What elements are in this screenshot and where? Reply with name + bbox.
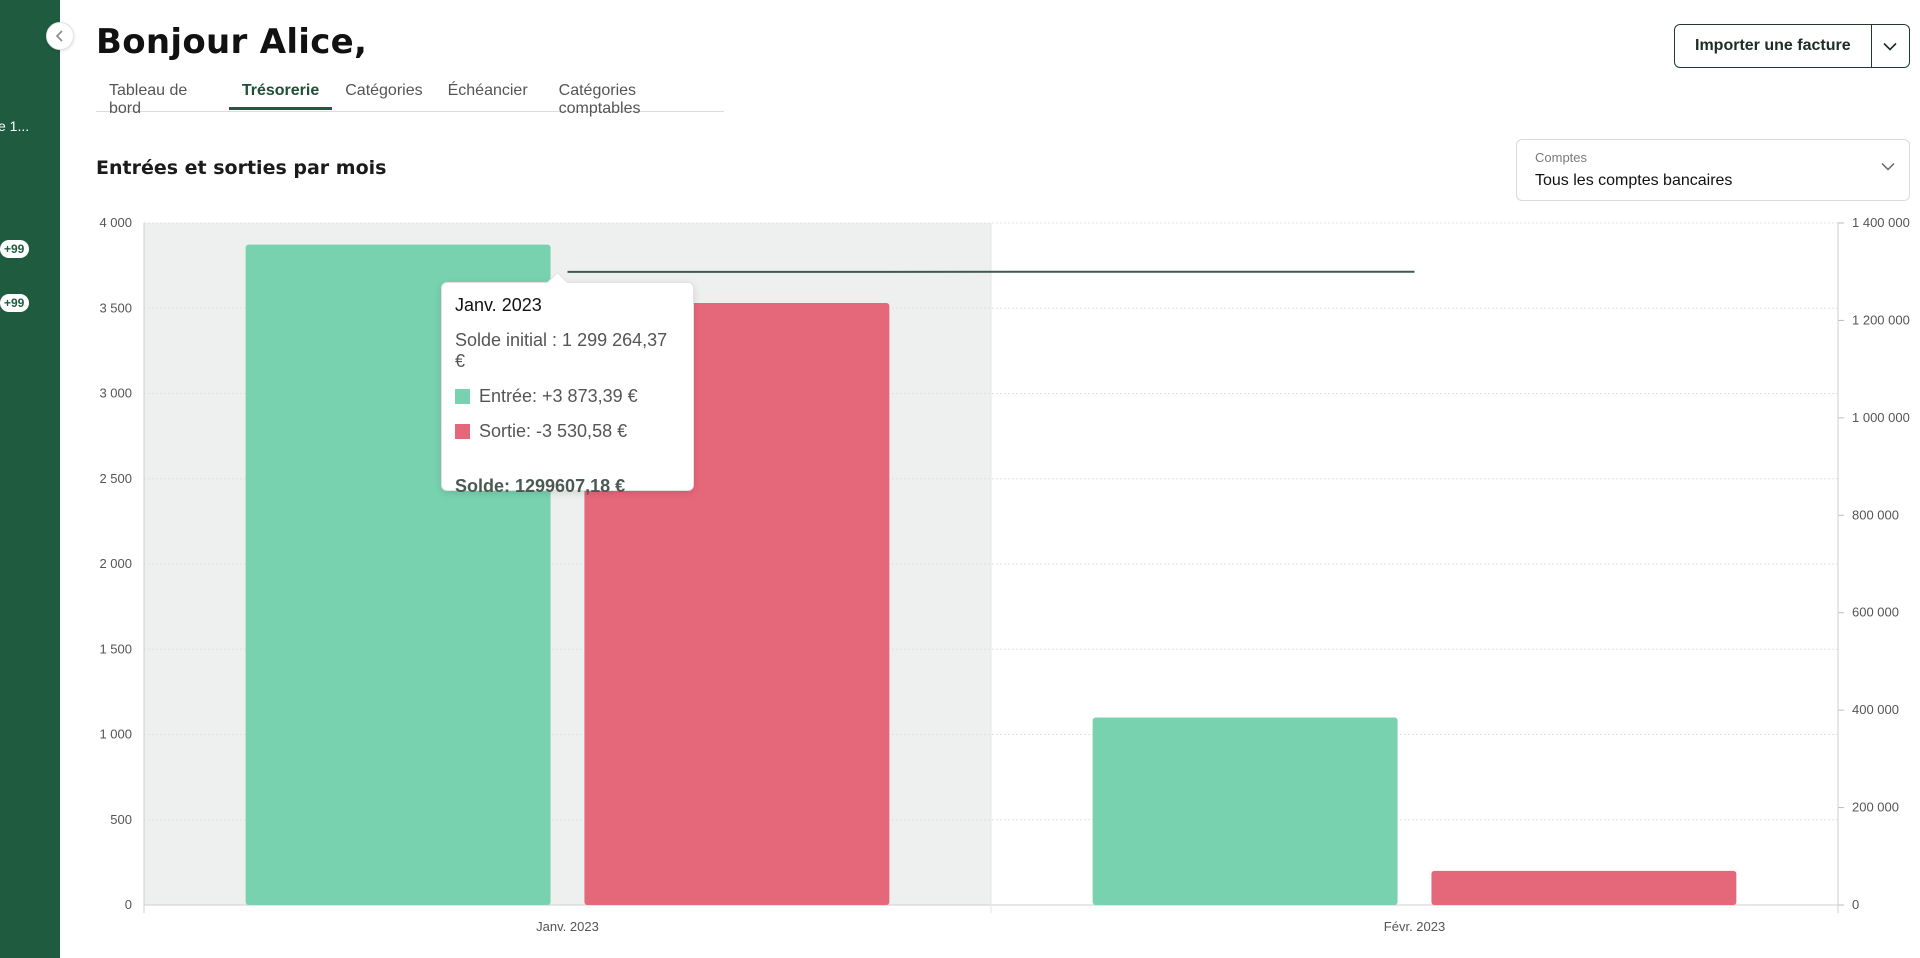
- chevron-down-icon: [1881, 162, 1895, 171]
- y-right-tick-label: 200 000: [1852, 800, 1899, 815]
- tab-echeancier[interactable]: Échéancier: [447, 82, 528, 99]
- tab-categories-comptables[interactable]: Catégories comptables: [558, 82, 641, 117]
- y-left-tick-label: 1 500: [99, 641, 132, 656]
- tab-bar: Tableau de bord Trésorerie Catégories Éc…: [96, 76, 724, 117]
- tab-tableau-de-bord[interactable]: Tableau de bord: [109, 82, 188, 117]
- tooltip-entree: Entrée: +3 873,39 €: [479, 386, 638, 406]
- y-left-tick-label: 2 000: [99, 556, 132, 571]
- tooltip-sortie-row: Sortie: -3 530,58 €: [455, 421, 680, 442]
- x-tick-label: Janv. 2023: [536, 919, 599, 934]
- y-left-tick-label: 3 000: [99, 386, 132, 401]
- y-left-tick-label: 3 500: [99, 300, 132, 315]
- y-left-tick-label: 500: [110, 812, 132, 827]
- chevron-left-icon: [55, 30, 63, 42]
- bar-sortie: [1431, 870, 1737, 905]
- bar-entree: [1092, 717, 1398, 905]
- tooltip-sortie: Sortie: -3 530,58 €: [479, 421, 628, 441]
- accounts-select-value: Tous les comptes bancaires: [1535, 172, 1733, 189]
- sidebar-item-truncated[interactable]: e 1...: [0, 118, 30, 134]
- accounts-select-label: Comptes: [1535, 150, 1588, 165]
- y-left-tick-label: 1 000: [99, 727, 132, 742]
- tab-tresorerie[interactable]: Trésorerie: [228, 76, 333, 110]
- import-invoice-button[interactable]: Importer une facture: [1674, 24, 1872, 68]
- entree-swatch: [455, 389, 470, 404]
- y-right-tick-label: 1 400 000: [1852, 215, 1910, 230]
- tooltip-initial-balance: Solde initial : 1 299 264,37 €: [455, 330, 668, 371]
- accounts-select[interactable]: Comptes Tous les comptes bancaires: [1516, 139, 1910, 201]
- x-tick-label: Févr. 2023: [1384, 919, 1445, 934]
- import-options-button[interactable]: [1871, 24, 1910, 68]
- y-right-tick-label: 1 000 000: [1852, 410, 1910, 425]
- sidebar: e 1... +99 +99: [0, 0, 60, 958]
- section-title: Entrées et sorties par mois: [96, 157, 387, 179]
- y-right-tick-label: 400 000: [1852, 702, 1899, 717]
- y-left-tick-label: 4 000: [99, 215, 132, 230]
- y-left-tick-label: 2 500: [99, 471, 132, 486]
- page-title: Bonjour Alice,: [96, 22, 368, 62]
- notification-badge: +99: [0, 240, 30, 258]
- y-right-tick-label: 600 000: [1852, 605, 1899, 620]
- collapse-sidebar-button[interactable]: [46, 22, 74, 50]
- sortie-swatch: [455, 424, 470, 439]
- chart-tooltip: Janv. 2023 Solde initial : 1 299 264,37 …: [441, 271, 694, 496]
- y-right-tick-label: 800 000: [1852, 507, 1899, 522]
- chevron-down-icon: [1883, 42, 1897, 51]
- y-right-tick-label: 0: [1852, 897, 1859, 912]
- notification-badge: +99: [0, 294, 30, 312]
- tab-categories[interactable]: Catégories: [345, 82, 423, 99]
- y-right-tick-label: 1 200 000: [1852, 312, 1910, 327]
- tooltip-title: Janv. 2023: [455, 295, 542, 315]
- tooltip-solde: Solde: 1299607,18 €: [455, 476, 626, 496]
- import-invoice-group: Importer une facture: [1674, 24, 1910, 68]
- y-left-tick-label: 0: [125, 897, 132, 912]
- tooltip-entree-row: Entrée: +3 873,39 €: [455, 386, 680, 407]
